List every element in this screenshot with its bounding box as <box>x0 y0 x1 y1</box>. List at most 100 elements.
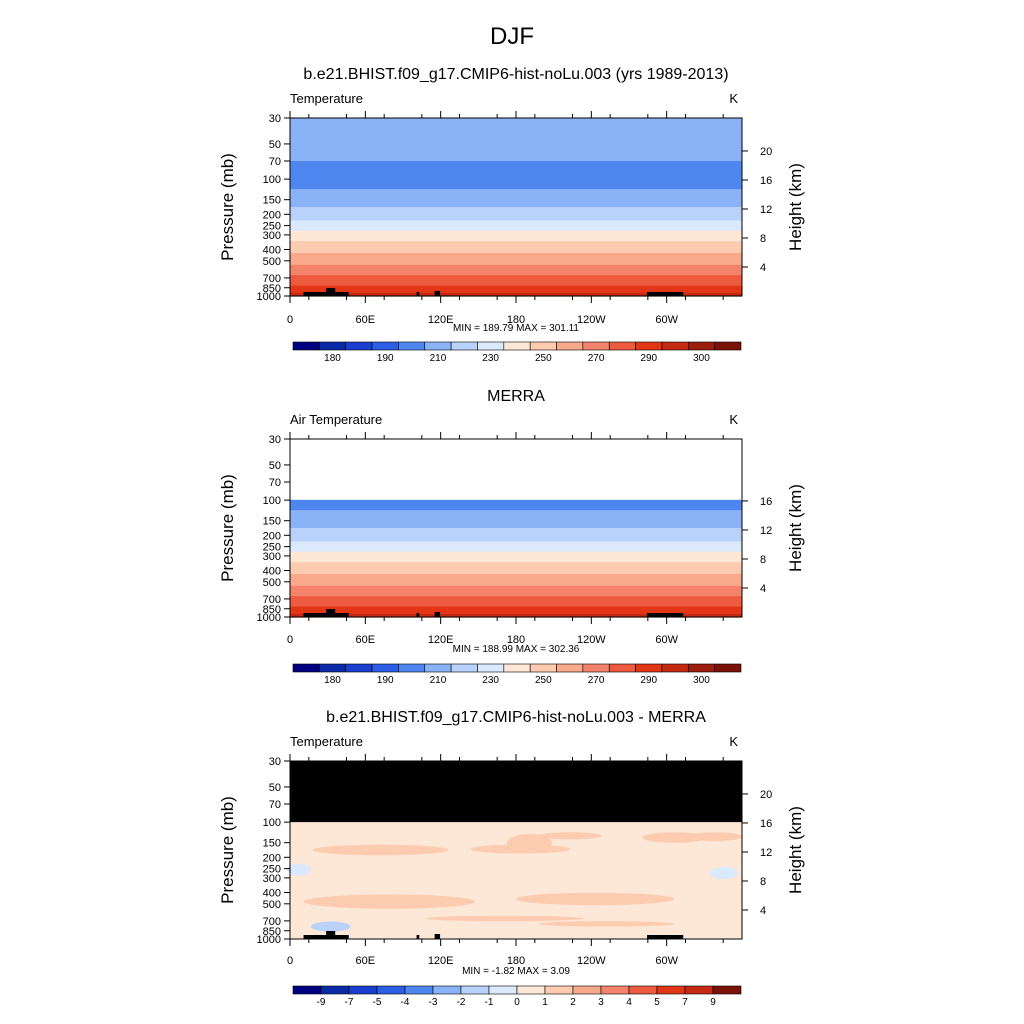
contour-band <box>290 211 742 214</box>
contour-band <box>290 233 742 236</box>
x-tick-label: 180 <box>507 955 525 967</box>
colorbar-label: 290 <box>640 353 657 364</box>
colorbar-swatch <box>544 985 574 995</box>
contour-band <box>290 153 742 156</box>
contour-band <box>290 576 742 580</box>
colorbar-swatch <box>376 985 406 995</box>
contour-band <box>290 152 742 155</box>
x-tick-label: 120E <box>428 955 454 967</box>
y-tick-label: 200 <box>263 209 281 221</box>
contour-band <box>290 584 742 587</box>
contour-band <box>290 501 742 504</box>
colorbar-label: 300 <box>693 675 710 686</box>
contour-patch <box>470 844 571 854</box>
colorbar-swatch <box>424 663 452 673</box>
y2-axis-label: Height (km) <box>786 163 805 251</box>
colorbar-label: 210 <box>430 353 447 364</box>
y-tick-label: 250 <box>263 221 281 233</box>
units-label: K <box>729 734 738 749</box>
colorbar-swatch <box>714 663 742 673</box>
y-tick-label: 300 <box>263 551 281 563</box>
contour-band <box>290 479 742 482</box>
contour-band <box>290 134 742 137</box>
y-tick-label: 1000 <box>257 291 281 303</box>
y-tick-label: 500 <box>263 256 281 268</box>
topography <box>647 292 684 296</box>
contour-band <box>290 209 742 213</box>
y-tick-label: 700 <box>263 594 281 606</box>
contour-band <box>290 141 742 144</box>
y-tick-label: 50 <box>269 460 281 472</box>
contour-band <box>290 609 742 612</box>
contour-band <box>290 490 742 493</box>
topography <box>647 935 684 939</box>
contour-band <box>290 480 742 483</box>
contour-band <box>290 465 742 468</box>
plot-area <box>287 761 742 939</box>
colorbar-swatch <box>292 341 320 351</box>
colorbar-label: 230 <box>482 675 499 686</box>
contour-band <box>290 218 742 221</box>
contour-band <box>290 288 742 291</box>
contour-band <box>290 477 742 480</box>
colorbar-label: 270 <box>588 353 605 364</box>
contour-band <box>290 166 742 170</box>
contour-band <box>290 144 742 147</box>
contour-band <box>290 505 742 508</box>
y-tick-label: 1000 <box>257 612 281 624</box>
contour-band <box>290 287 742 290</box>
contour-band <box>290 439 742 442</box>
contour-band <box>290 542 742 545</box>
contour-band <box>290 535 742 538</box>
contour-band <box>290 217 742 220</box>
contour-band <box>290 507 742 510</box>
colorbar-label: 3 <box>598 997 604 1008</box>
contour-band <box>290 168 742 171</box>
colorbar-label: 5 <box>654 997 660 1008</box>
contour-band <box>290 571 742 574</box>
contour-band <box>290 591 742 594</box>
y-tick-label: 250 <box>263 542 281 554</box>
contour-band <box>290 181 742 184</box>
contour-band <box>290 269 742 272</box>
contour-band <box>290 226 742 229</box>
contour-band <box>290 208 742 211</box>
colorbar-swatch <box>488 985 518 995</box>
plot-area <box>290 439 742 618</box>
contour-band <box>290 250 742 253</box>
contour-band <box>290 578 742 581</box>
contour-band <box>290 202 742 205</box>
contour-band <box>290 605 742 608</box>
y-tick-label: 850 <box>263 604 281 616</box>
contour-band <box>290 502 742 505</box>
colorbar-swatch <box>712 985 742 995</box>
contour-band <box>290 279 742 282</box>
figure-title: DJF <box>490 23 534 50</box>
contour-band <box>290 530 742 534</box>
y-tick-label: 300 <box>263 230 281 242</box>
y2-tick-label: 20 <box>760 789 772 801</box>
contour-band <box>290 257 742 260</box>
contour-band <box>290 557 742 560</box>
contour-band <box>290 459 742 462</box>
contour-band <box>290 221 742 224</box>
colorbar-swatch <box>516 985 546 995</box>
contour-band <box>290 533 742 537</box>
contour-band <box>290 184 742 187</box>
colorbar-swatch <box>345 663 373 673</box>
contour-band <box>290 118 742 121</box>
colorbar-swatch <box>628 985 658 995</box>
contour-band <box>290 137 742 140</box>
contour-band <box>290 606 742 609</box>
contour-band <box>290 207 742 210</box>
topography <box>434 612 441 617</box>
y-tick-label: 50 <box>269 782 281 794</box>
contour-band <box>290 122 742 125</box>
topography <box>416 935 420 939</box>
x-tick-label: 120W <box>577 314 606 326</box>
contour-band <box>290 291 742 294</box>
contour-band <box>290 513 742 516</box>
contour-band <box>290 603 742 606</box>
colorbar-label: 9 <box>710 997 716 1008</box>
contour-band <box>290 575 742 578</box>
